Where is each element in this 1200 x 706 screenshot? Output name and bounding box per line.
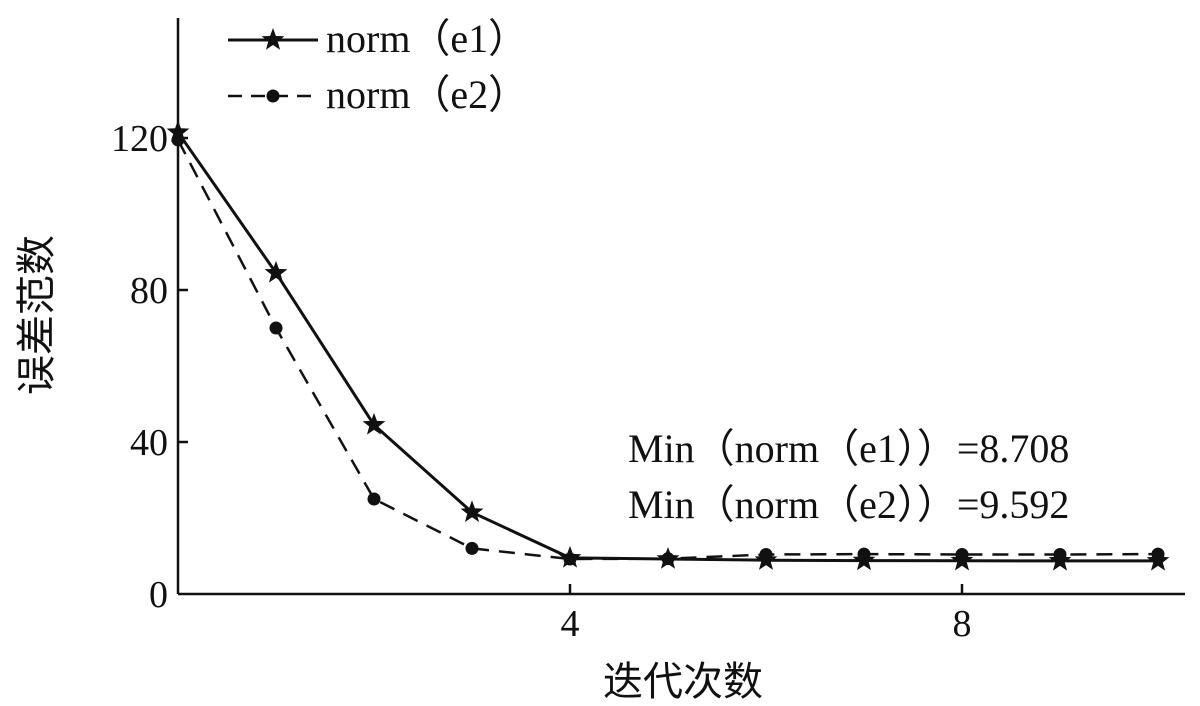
legend: norm（e1） norm（e2） xyxy=(228,16,528,117)
series-2-point xyxy=(465,541,479,555)
legend-marker-e1 xyxy=(261,28,285,50)
series-1-point xyxy=(558,545,582,568)
x-tick-label: 4 xyxy=(561,603,580,645)
y-tick-label: 120 xyxy=(111,118,168,160)
series-layer xyxy=(166,120,1170,571)
series-2-point xyxy=(367,492,381,506)
annotation-min-e1: Min（norm（e1））=8.708 xyxy=(628,426,1069,471)
legend-marker-e2 xyxy=(266,89,280,103)
series-1-point xyxy=(1048,548,1072,571)
series-1-point xyxy=(166,120,190,143)
y-tick-label: 80 xyxy=(130,270,168,312)
x-tick-label: 8 xyxy=(953,603,972,645)
series-1-point xyxy=(362,412,386,435)
axes: 0 40 80 120 4 8 xyxy=(111,18,1185,645)
x-axis-title: 迭代次数 xyxy=(603,659,763,705)
y-axis-title: 误差范数 xyxy=(14,235,60,395)
legend-label-e2: norm（e2） xyxy=(326,72,528,117)
annotation-min-e2: Min（norm（e2））=9.592 xyxy=(628,482,1069,527)
y-tick-label: 40 xyxy=(130,422,168,464)
series-1-point xyxy=(852,548,876,571)
series-1 xyxy=(166,120,1170,571)
series-1-point xyxy=(950,548,974,571)
series-1-point xyxy=(264,260,288,283)
series-1-point xyxy=(460,500,484,523)
series-1-point xyxy=(1146,548,1170,571)
y-tick-label: 0 xyxy=(149,574,168,616)
series-1-point xyxy=(754,548,778,570)
series-2-point xyxy=(269,321,283,335)
legend-label-e1: norm（e1） xyxy=(326,16,528,61)
series-1-point xyxy=(656,547,680,569)
